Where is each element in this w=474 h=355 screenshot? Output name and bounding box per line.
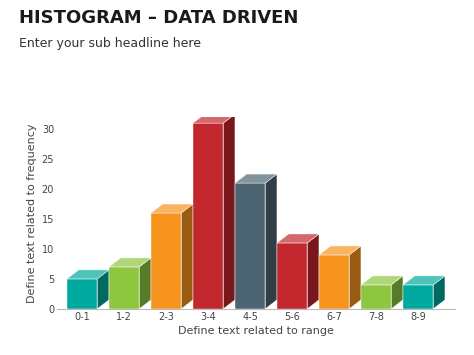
Y-axis label: Define text related to frequency: Define text related to frequency — [27, 123, 37, 303]
Polygon shape — [235, 174, 277, 183]
Polygon shape — [67, 270, 109, 279]
Text: Enter your sub headline here: Enter your sub headline here — [19, 37, 201, 50]
Polygon shape — [433, 276, 445, 309]
Polygon shape — [151, 213, 181, 309]
Polygon shape — [181, 204, 193, 309]
Polygon shape — [277, 243, 307, 309]
Polygon shape — [109, 258, 151, 267]
Polygon shape — [67, 279, 97, 309]
Polygon shape — [349, 246, 361, 309]
Polygon shape — [403, 276, 445, 285]
Polygon shape — [307, 234, 319, 309]
Polygon shape — [319, 246, 361, 255]
Polygon shape — [361, 285, 391, 309]
X-axis label: Define text related to range: Define text related to range — [178, 326, 334, 336]
Polygon shape — [403, 285, 433, 309]
Text: HISTOGRAM – DATA DRIVEN: HISTOGRAM – DATA DRIVEN — [19, 9, 298, 27]
Polygon shape — [223, 114, 235, 309]
Polygon shape — [193, 114, 235, 123]
Polygon shape — [391, 276, 403, 309]
Polygon shape — [319, 255, 349, 309]
Polygon shape — [361, 276, 403, 285]
Polygon shape — [193, 123, 223, 309]
Polygon shape — [109, 267, 139, 309]
Polygon shape — [151, 204, 193, 213]
Polygon shape — [97, 270, 109, 309]
Polygon shape — [277, 234, 319, 243]
Polygon shape — [235, 183, 265, 309]
Polygon shape — [139, 258, 151, 309]
Polygon shape — [265, 174, 277, 309]
